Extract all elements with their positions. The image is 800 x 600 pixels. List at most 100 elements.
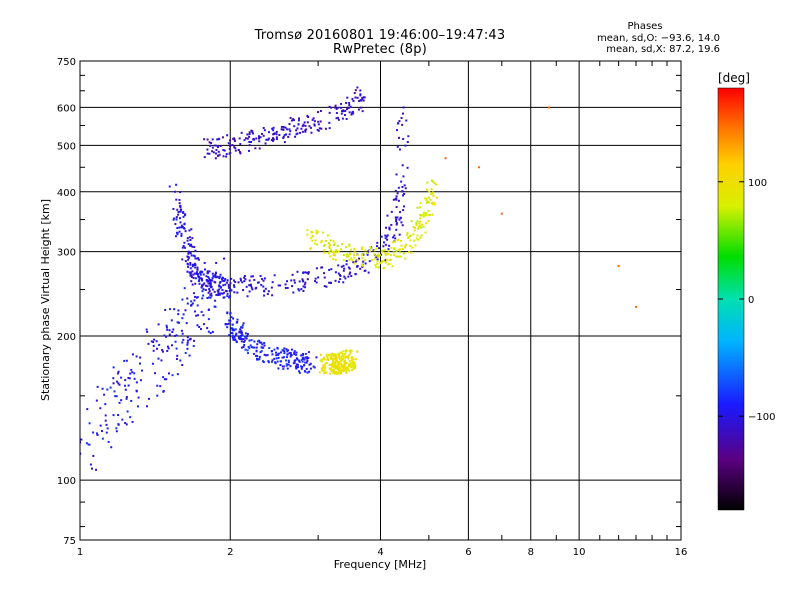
data-point <box>346 356 349 359</box>
data-point <box>306 114 309 117</box>
data-point <box>419 202 422 205</box>
data-point <box>336 106 339 109</box>
data-point <box>216 144 219 147</box>
data-point <box>248 149 251 152</box>
data-point <box>306 271 309 274</box>
data-point <box>211 138 214 141</box>
data-point <box>302 357 305 360</box>
data-point <box>348 369 351 372</box>
data-point <box>234 147 237 150</box>
data-point <box>80 452 82 455</box>
data-point <box>330 268 333 271</box>
data-point <box>322 231 325 234</box>
data-point <box>338 274 341 277</box>
data-point <box>362 260 365 263</box>
data-point <box>191 283 194 286</box>
data-point <box>226 292 229 295</box>
data-point <box>289 116 292 119</box>
data-point <box>293 351 296 354</box>
data-point <box>427 209 430 212</box>
data-point <box>101 387 104 390</box>
data-point <box>200 310 203 313</box>
data-point <box>396 239 399 242</box>
data-point <box>330 281 333 284</box>
data-point <box>375 256 378 259</box>
data-point <box>337 365 340 368</box>
data-point <box>421 213 424 216</box>
data-point <box>348 258 351 261</box>
data-point <box>340 248 343 251</box>
data-point <box>114 395 117 398</box>
data-point <box>228 295 231 298</box>
data-point <box>244 335 247 338</box>
data-point <box>354 358 357 361</box>
data-point <box>125 359 128 362</box>
data-point <box>241 281 244 284</box>
data-point <box>320 360 323 363</box>
data-point <box>109 386 112 389</box>
data-point <box>286 353 289 356</box>
data-point <box>325 361 328 364</box>
data-point <box>205 275 208 278</box>
data-point <box>200 278 203 281</box>
data-point <box>187 251 190 254</box>
data-point <box>162 390 165 393</box>
data-point <box>409 244 412 247</box>
data-point <box>390 254 393 257</box>
data-point <box>183 222 186 225</box>
data-point <box>418 206 421 209</box>
data-point <box>304 352 307 355</box>
data-point <box>387 263 390 266</box>
data-point <box>231 323 234 326</box>
data-point <box>196 324 199 327</box>
data-point <box>221 136 224 139</box>
data-point <box>137 396 140 399</box>
data-point <box>186 347 189 350</box>
data-point <box>328 127 331 130</box>
y-tick-label: 500 <box>57 141 76 152</box>
data-point <box>178 198 181 201</box>
data-point <box>354 273 357 276</box>
data-point <box>237 336 240 339</box>
data-point <box>211 277 214 280</box>
data-point <box>263 289 266 292</box>
data-point <box>208 141 211 144</box>
data-point <box>391 265 394 268</box>
data-point <box>353 262 356 265</box>
data-point <box>322 356 325 359</box>
data-point <box>399 217 402 220</box>
data-point <box>195 257 198 260</box>
data-point <box>282 367 285 370</box>
data-point <box>115 430 118 433</box>
data-point <box>366 252 369 255</box>
data-point <box>354 89 357 92</box>
data-point <box>302 356 305 359</box>
data-point <box>176 208 179 211</box>
data-point <box>340 106 343 109</box>
data-point <box>290 348 293 351</box>
data-point <box>361 257 364 260</box>
data-point <box>323 251 326 254</box>
data-point <box>167 372 170 375</box>
data-point <box>283 141 286 144</box>
data-point <box>257 135 260 138</box>
data-point <box>153 338 156 341</box>
data-point <box>312 365 315 368</box>
data-point <box>198 282 201 285</box>
data-point <box>295 357 298 360</box>
data-point <box>199 272 202 275</box>
data-point <box>186 263 189 266</box>
data-point <box>320 266 323 269</box>
data-point <box>203 156 206 159</box>
data-point <box>343 364 346 367</box>
data-point <box>182 313 185 316</box>
data-point <box>298 280 301 283</box>
data-point <box>343 361 346 364</box>
data-point <box>260 284 263 287</box>
data-point <box>347 255 350 258</box>
data-point <box>332 244 335 247</box>
data-point <box>346 96 349 99</box>
data-point <box>232 284 235 287</box>
data-point <box>353 92 356 95</box>
